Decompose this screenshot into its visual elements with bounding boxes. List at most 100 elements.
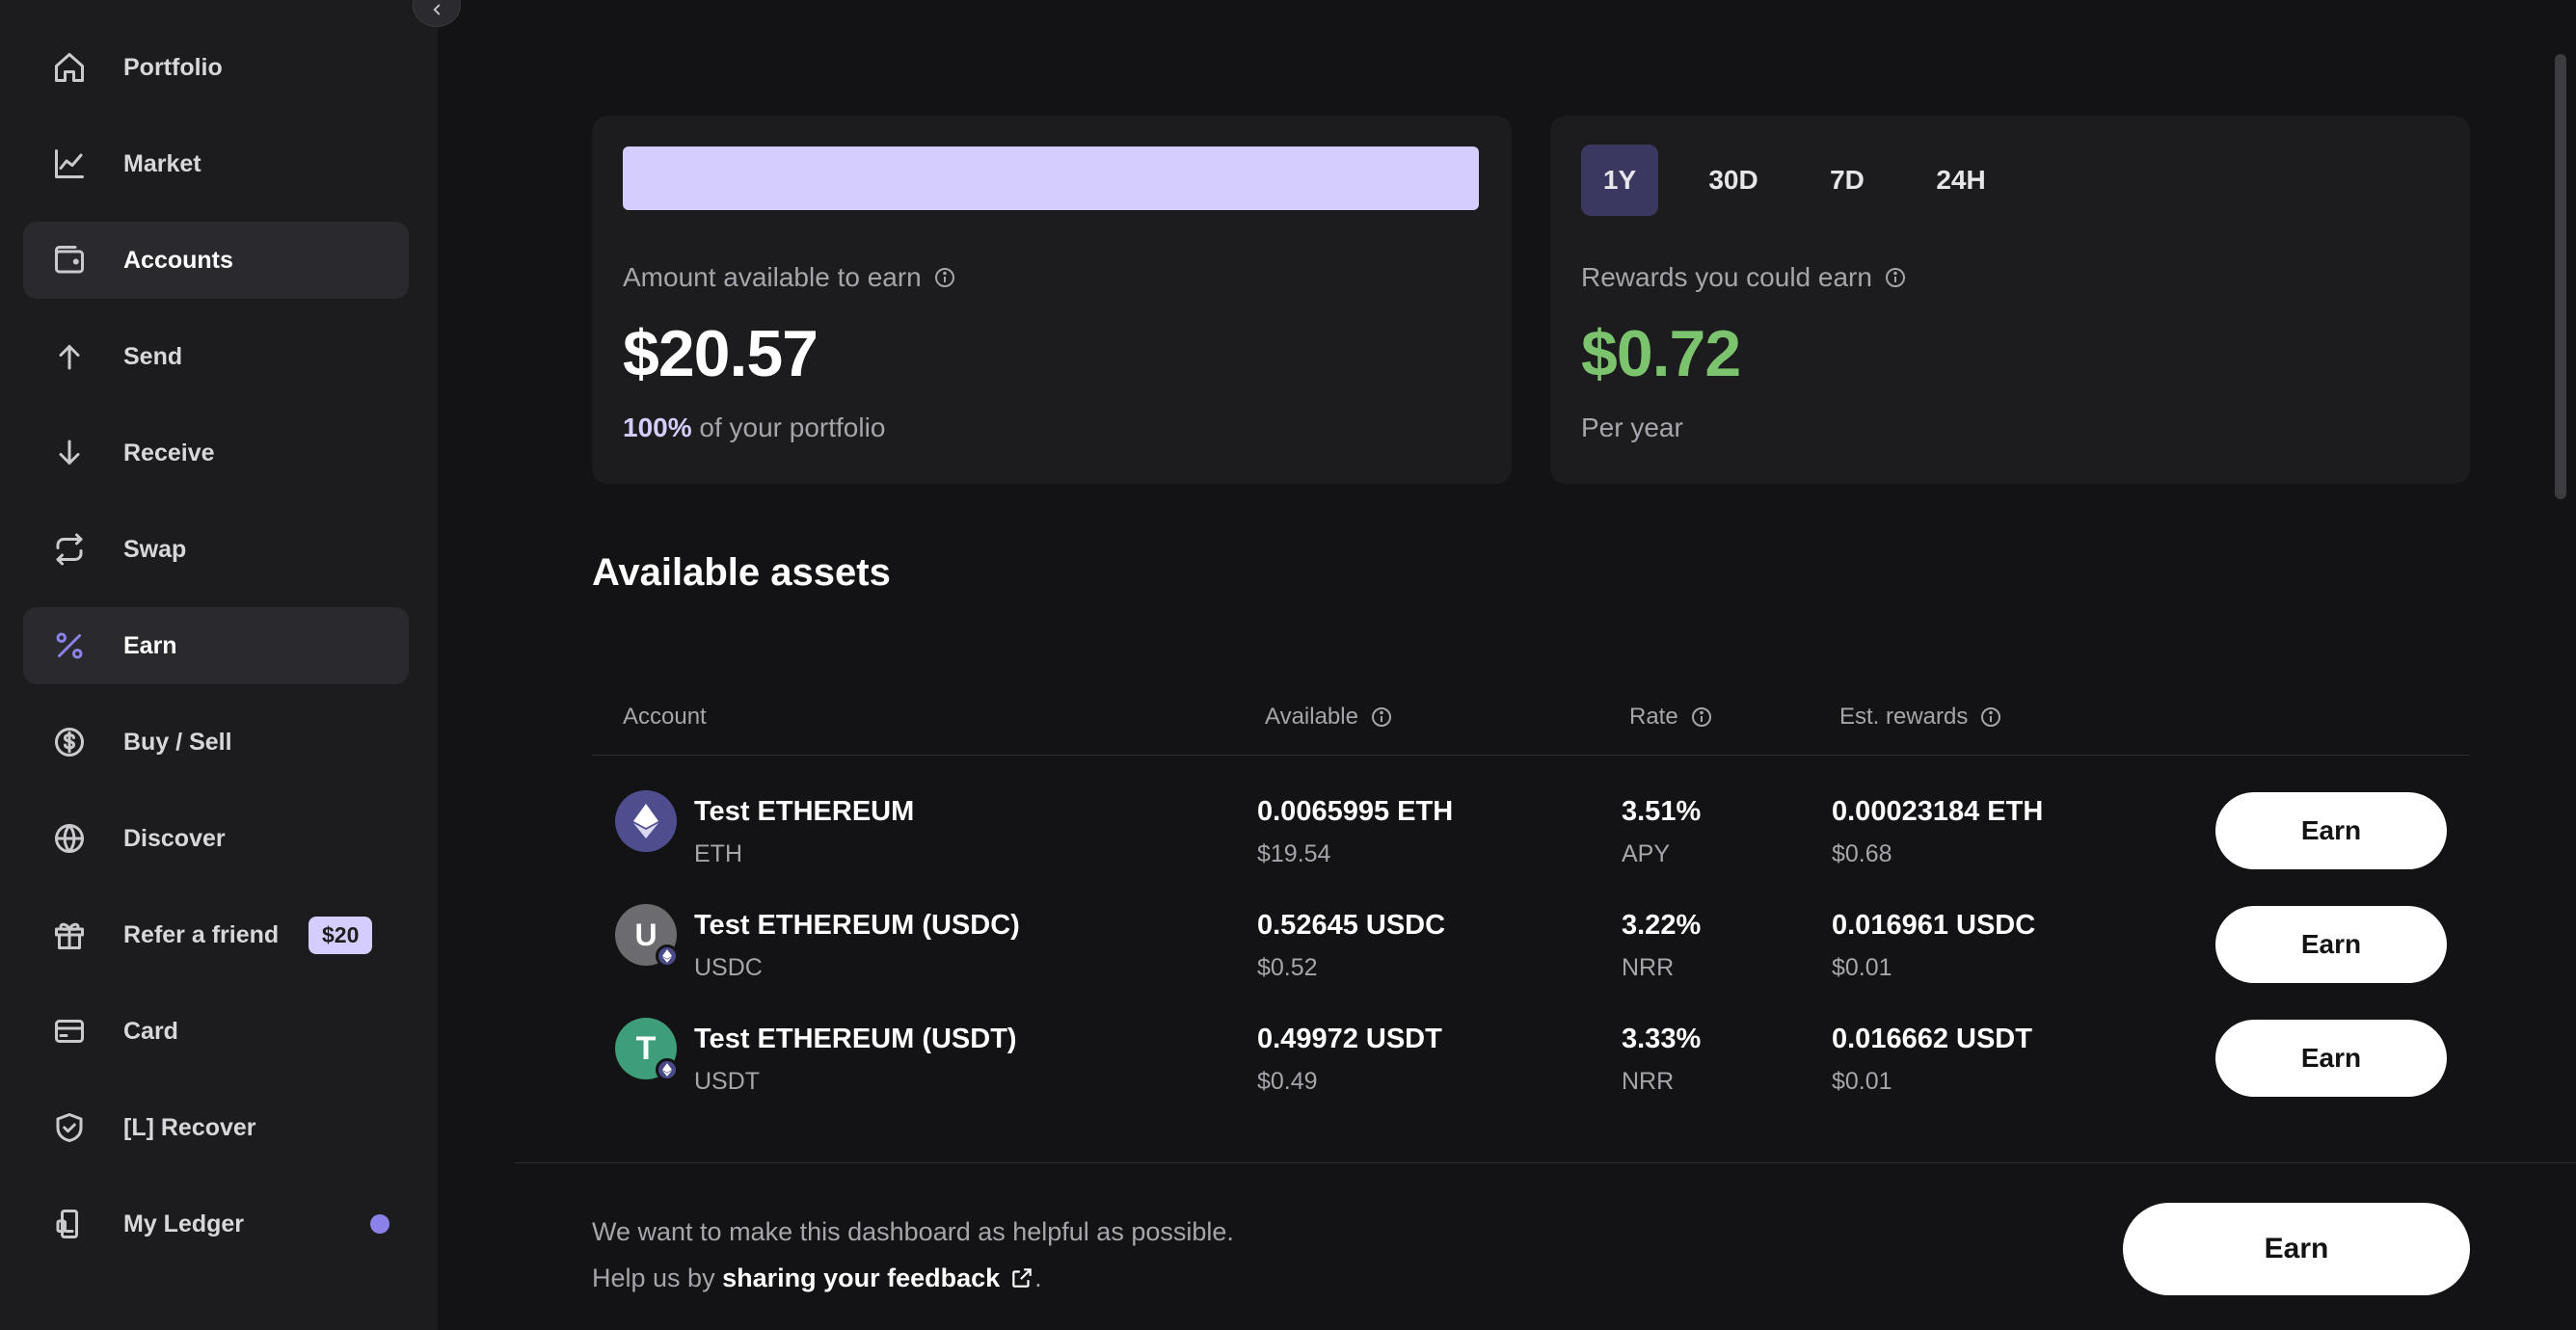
- rate-type: NRR: [1622, 1068, 1675, 1095]
- sidebar-item-label: [L] Recover: [123, 1113, 256, 1141]
- tab-30d[interactable]: 30D: [1708, 165, 1758, 195]
- scrollbar[interactable]: [2555, 54, 2566, 499]
- available-to-earn-card: Amount available to earn $20.57 100% of …: [592, 116, 1512, 484]
- sidebar-item-label: Card: [123, 1017, 178, 1045]
- feedback-link[interactable]: sharing your feedback: [722, 1264, 1001, 1292]
- available-usd: $0.52: [1257, 954, 1318, 981]
- sidebar-item-my-ledger[interactable]: My Ledger: [23, 1185, 409, 1263]
- sidebar-item-label: Accounts: [123, 246, 233, 274]
- ethereum-network-icon: [656, 944, 679, 968]
- rewards-label: Rewards you could earn: [1581, 262, 1907, 293]
- est-rewards-usd: $0.68: [1832, 840, 1892, 867]
- est-rewards: 0.016961 USDC: [1832, 910, 2036, 941]
- usdt-avatar: T: [615, 1018, 679, 1081]
- referral-reward-badge: $20: [309, 916, 373, 954]
- avatar-letter: U: [634, 917, 657, 952]
- sidebar-item-label: Refer a friend: [123, 920, 280, 948]
- table-row[interactable]: T Test ETHEREUM (USDT) USDT 0.49972 USDT…: [592, 989, 2470, 1103]
- available-amount: 0.52645 USDC: [1257, 910, 1446, 941]
- available-amount: 0.0065995 ETH: [1257, 796, 1454, 827]
- sidebar-item-recover[interactable]: [L] Recover: [23, 1089, 409, 1166]
- chevron-left-icon: [433, 4, 441, 15]
- usdc-avatar: U: [615, 904, 679, 968]
- est-rewards: 0.016662 USDT: [1832, 1024, 2032, 1054]
- portfolio-percentage: 100% of your portfolio: [623, 412, 885, 443]
- ethereum-network-icon: [656, 1058, 679, 1081]
- sidebar-item-earn[interactable]: Earn: [23, 607, 409, 684]
- sidebar-item-label: Portfolio: [123, 53, 223, 81]
- account-ticker: ETH: [694, 840, 742, 867]
- device-icon: [50, 1205, 89, 1243]
- info-icon[interactable]: [1884, 266, 1907, 289]
- swap-icon: [50, 530, 89, 569]
- available-usd: $0.49: [1257, 1068, 1318, 1095]
- account-name: Test ETHEREUM: [694, 796, 915, 827]
- shield-icon: [50, 1108, 89, 1147]
- earn-button[interactable]: Earn: [2215, 906, 2447, 983]
- portfolio-pct-suffix: of your portfolio: [691, 412, 886, 442]
- card-icon: [50, 1012, 89, 1051]
- available-amount: 0.49972 USDT: [1257, 1024, 1442, 1054]
- sidebar-item-send[interactable]: Send: [23, 318, 409, 395]
- rate-value: 3.33%: [1622, 1024, 1702, 1054]
- tab-24h[interactable]: 24H: [1936, 165, 1986, 195]
- info-icon[interactable]: [1979, 705, 2002, 729]
- sidebar-item-accounts[interactable]: Accounts: [23, 222, 409, 299]
- arrow-up-icon: [50, 337, 89, 376]
- assets-table-header: Account Available Rate Est. rewards: [592, 696, 2470, 756]
- sidebar-item-portfolio[interactable]: Portfolio: [23, 29, 409, 106]
- tab-7d[interactable]: 7D: [1830, 165, 1865, 195]
- wallet-icon: [50, 241, 89, 279]
- info-icon[interactable]: [1370, 705, 1393, 729]
- portfolio-allocation-bar: [623, 146, 1479, 210]
- earn-button[interactable]: Earn: [2215, 1020, 2447, 1097]
- rewards-amount: $0.72: [1581, 317, 1741, 390]
- sidebar-item-receive[interactable]: Receive: [23, 414, 409, 492]
- info-icon[interactable]: [1690, 705, 1713, 729]
- sidebar-item-refer-a-friend[interactable]: Refer a friend $20: [23, 896, 409, 973]
- rate-type: NRR: [1622, 954, 1675, 981]
- chart-icon: [50, 145, 89, 183]
- footer-divider: [515, 1162, 2576, 1163]
- sidebar-item-swap[interactable]: Swap: [23, 511, 409, 588]
- percent-icon: [50, 626, 89, 665]
- home-icon: [50, 48, 89, 87]
- avatar-letter: T: [635, 1029, 657, 1067]
- est-rewards-usd: $0.01: [1832, 954, 1892, 981]
- arrow-down-icon: [50, 434, 89, 472]
- sidebar-item-card[interactable]: Card: [23, 993, 409, 1070]
- column-header-available: Available: [1265, 704, 1393, 731]
- feedback-suffix: .: [1034, 1264, 1042, 1292]
- sidebar-item-label: Market: [123, 149, 201, 177]
- feedback-line-2: Help us by sharing your feedback.: [592, 1255, 1234, 1301]
- sidebar-item-buy-sell[interactable]: Buy / Sell: [23, 704, 409, 781]
- sidebar-item-label: Buy / Sell: [123, 728, 232, 756]
- sidebar-item-label: Earn: [123, 631, 177, 659]
- column-label: Est. rewards: [1839, 704, 1969, 730]
- feedback-line-1: We want to make this dashboard as helpfu…: [592, 1217, 1234, 1246]
- feedback-prefix: Help us by: [592, 1264, 723, 1292]
- sidebar-item-label: Receive: [123, 439, 215, 466]
- table-row[interactable]: U Test ETHEREUM (USDC) USDC 0.52645 USDC…: [592, 875, 2470, 989]
- ethereum-icon: [633, 804, 658, 838]
- rate-value: 3.51%: [1622, 796, 1702, 827]
- account-ticker: USDC: [694, 954, 763, 981]
- sidebar-item-discover[interactable]: Discover: [23, 800, 409, 877]
- est-rewards: 0.00023184 ETH: [1832, 796, 2044, 827]
- available-usd: $19.54: [1257, 840, 1331, 867]
- dollar-icon: [50, 723, 89, 761]
- available-label-text: Amount available to earn: [623, 262, 922, 292]
- period-tabs: 1Y 30D 7D 24H: [1581, 145, 2036, 216]
- footer-earn-button[interactable]: Earn: [2123, 1203, 2470, 1295]
- available-label: Amount available to earn: [623, 262, 956, 293]
- account-name: Test ETHEREUM (USDT): [694, 1024, 1017, 1054]
- rate-value: 3.22%: [1622, 910, 1702, 941]
- earn-button[interactable]: Earn: [2215, 792, 2447, 869]
- column-header-est-rewards: Est. rewards: [1839, 704, 2002, 731]
- table-row[interactable]: Test ETHEREUM ETH 0.0065995 ETH $19.54 3…: [592, 761, 2470, 875]
- sidebar-nav: Portfolio Market Accounts Send Receive S…: [23, 29, 409, 1282]
- tab-1y[interactable]: 1Y: [1581, 145, 1658, 216]
- info-icon[interactable]: [933, 266, 956, 289]
- sidebar-item-label: My Ledger: [123, 1210, 245, 1237]
- sidebar-item-market[interactable]: Market: [23, 125, 409, 202]
